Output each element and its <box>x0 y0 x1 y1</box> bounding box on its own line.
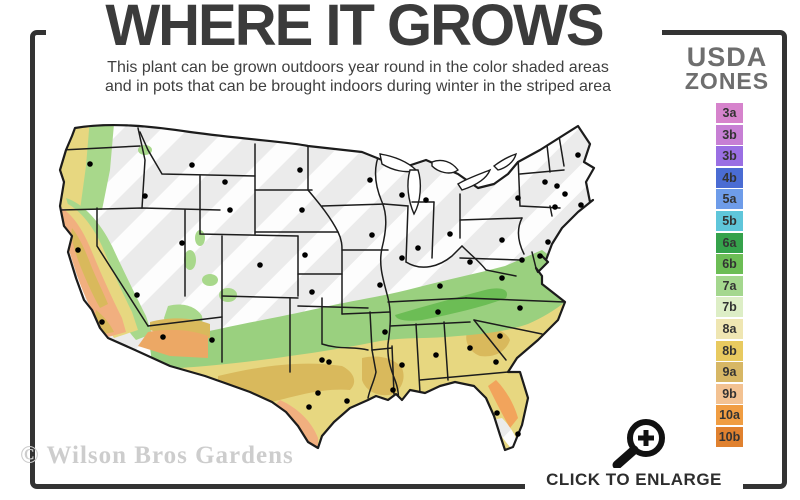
city-dot <box>467 345 473 351</box>
city-dot <box>562 191 568 197</box>
city-dot <box>75 247 81 253</box>
subtitle: This plant can be grown outdoors year ro… <box>58 58 658 96</box>
city-dot <box>309 289 315 295</box>
city-dot <box>382 329 388 335</box>
city-dot <box>390 387 396 393</box>
land-group <box>58 123 596 452</box>
city-dot <box>399 255 405 261</box>
zone-swatch-3: 4b <box>716 167 743 188</box>
city-dot <box>494 410 500 416</box>
city-dot <box>467 259 473 265</box>
city-dot <box>297 167 303 173</box>
city-dot <box>299 207 305 213</box>
zone-swatch-8: 7a <box>716 275 743 296</box>
zone-swatch-0: 3a <box>716 103 743 123</box>
zone-swatch-6: 6a <box>716 232 743 253</box>
magnifier-plus-icon[interactable] <box>610 408 670 472</box>
city-dot <box>222 179 228 185</box>
zone-swatch-5: 5b <box>716 210 743 231</box>
zone-legend: 3a 3b 3b 4b 5a 5b 6a 6b 7a 7b 8a 8b 9a 9b 10a 10b <box>716 103 743 449</box>
city-dot <box>499 237 505 243</box>
city-dot <box>433 352 439 358</box>
zone-swatch-4: 5a <box>716 189 743 210</box>
city-dots <box>75 152 584 437</box>
city-dot <box>134 292 140 298</box>
city-dot <box>99 319 105 325</box>
city-dot <box>499 275 505 281</box>
city-dot <box>367 177 373 183</box>
city-dot <box>209 337 215 343</box>
zone-swatch-15: 10b <box>716 426 743 447</box>
city-dot <box>493 359 499 365</box>
city-dot <box>435 309 441 315</box>
city-dot <box>302 252 308 258</box>
city-dot <box>142 193 148 199</box>
city-dot <box>87 161 93 167</box>
city-dot <box>554 183 560 189</box>
city-dot <box>517 305 523 311</box>
city-dot <box>399 362 405 368</box>
city-dot <box>578 202 584 208</box>
great-lakes <box>379 152 517 216</box>
city-dot <box>189 162 195 168</box>
usda-label: USDA <box>686 42 768 72</box>
zones-label: ZONES <box>684 68 770 94</box>
city-dot <box>377 282 383 288</box>
city-dot <box>369 232 375 238</box>
city-dot <box>497 333 503 339</box>
usda-zones-map[interactable] <box>50 110 600 455</box>
click-to-enlarge-button[interactable]: CLICK TO ENLARGE <box>525 468 743 492</box>
zone-swatch-14: 10a <box>716 405 743 426</box>
zone-swatch-11: 8b <box>716 340 743 361</box>
zone-swatch-13: 9b <box>716 383 743 404</box>
city-dot <box>515 195 521 201</box>
city-dot <box>515 431 521 437</box>
zone-swatch-2: 3b <box>716 146 743 167</box>
us-outline <box>58 123 596 452</box>
state-borders <box>60 127 566 403</box>
city-dot <box>537 253 543 259</box>
city-dot <box>437 283 443 289</box>
city-dot <box>315 390 321 396</box>
watermark: © Wilson Bros Gardens <box>20 442 294 469</box>
zone-swatch-10: 8a <box>716 318 743 339</box>
zone-swatch-7: 6b <box>716 254 743 275</box>
city-dot <box>227 207 233 213</box>
city-dot <box>545 239 551 245</box>
subtitle-line-1: This plant can be grown outdoors year ro… <box>107 59 609 76</box>
city-dot <box>160 334 166 340</box>
city-dot <box>423 197 429 203</box>
city-dot <box>344 398 350 404</box>
page-title: WHERE IT GROWS <box>46 0 662 56</box>
city-dot <box>415 245 421 251</box>
city-dot <box>575 152 581 158</box>
city-dot <box>257 262 263 268</box>
city-dot <box>447 231 453 237</box>
subtitle-line-2: and in pots that can be brought indoors … <box>104 78 612 95</box>
zone-swatch-12: 9a <box>716 362 743 383</box>
city-dot <box>399 192 405 198</box>
city-dot <box>542 179 548 185</box>
city-dot <box>552 204 558 210</box>
zone-swatch-9: 7b <box>716 297 743 318</box>
city-dot <box>519 257 525 263</box>
city-dot <box>179 240 185 246</box>
city-dot <box>319 357 325 363</box>
city-dot <box>306 404 312 410</box>
zone-swatch-1: 3b <box>716 124 743 145</box>
usda-zones-heading: USDA ZONES <box>672 42 782 94</box>
city-dot <box>326 359 332 365</box>
